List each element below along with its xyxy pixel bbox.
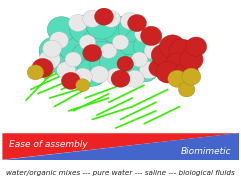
Circle shape (90, 66, 109, 83)
Circle shape (83, 10, 102, 27)
Circle shape (141, 26, 162, 46)
Circle shape (77, 58, 107, 86)
Circle shape (70, 15, 100, 43)
Circle shape (99, 49, 127, 74)
Circle shape (50, 32, 68, 49)
Polygon shape (2, 133, 239, 160)
Circle shape (178, 82, 195, 97)
Circle shape (57, 62, 76, 79)
Circle shape (115, 54, 145, 82)
Circle shape (111, 70, 130, 87)
Circle shape (160, 35, 186, 58)
Circle shape (117, 56, 134, 71)
Circle shape (156, 62, 180, 83)
Circle shape (27, 65, 44, 80)
Circle shape (86, 11, 117, 39)
Circle shape (168, 70, 187, 87)
Circle shape (127, 15, 147, 32)
Circle shape (131, 52, 148, 67)
Text: Ease of assembly: Ease of assembly (9, 140, 88, 149)
Circle shape (86, 41, 117, 69)
Circle shape (141, 46, 171, 73)
Circle shape (100, 43, 117, 58)
Circle shape (125, 70, 144, 87)
Circle shape (100, 15, 131, 43)
Circle shape (105, 41, 136, 69)
Polygon shape (2, 133, 239, 160)
Circle shape (32, 58, 53, 78)
Circle shape (43, 40, 61, 57)
Circle shape (83, 44, 102, 62)
Circle shape (169, 39, 195, 63)
Circle shape (135, 25, 154, 42)
Circle shape (61, 72, 80, 89)
Text: Biomimetic: Biomimetic (181, 147, 232, 156)
Circle shape (58, 33, 89, 60)
Circle shape (119, 41, 150, 69)
Circle shape (149, 60, 168, 77)
Circle shape (112, 35, 129, 50)
Circle shape (90, 49, 123, 79)
Circle shape (129, 54, 160, 82)
Circle shape (102, 10, 120, 27)
Circle shape (118, 17, 147, 42)
Circle shape (120, 12, 139, 29)
Text: water/organic mixes --- pure water --- saline --- biological fluids: water/organic mixes --- pure water --- s… (6, 170, 235, 176)
Circle shape (39, 37, 70, 65)
Circle shape (65, 52, 81, 67)
Circle shape (79, 35, 96, 50)
Circle shape (165, 53, 189, 74)
Circle shape (186, 37, 207, 56)
Circle shape (39, 50, 60, 69)
Circle shape (63, 58, 93, 86)
Circle shape (144, 42, 163, 60)
Circle shape (71, 42, 104, 72)
Circle shape (81, 28, 112, 56)
Circle shape (180, 49, 203, 70)
Circle shape (106, 68, 125, 85)
Circle shape (151, 44, 175, 66)
Circle shape (112, 28, 143, 56)
Circle shape (76, 79, 90, 92)
Circle shape (94, 8, 114, 25)
Circle shape (47, 17, 76, 42)
Circle shape (73, 68, 92, 85)
Circle shape (52, 49, 85, 79)
Circle shape (182, 68, 201, 85)
Circle shape (139, 62, 158, 79)
Circle shape (124, 28, 155, 56)
Circle shape (134, 33, 164, 60)
Circle shape (175, 62, 198, 83)
Circle shape (68, 15, 87, 32)
